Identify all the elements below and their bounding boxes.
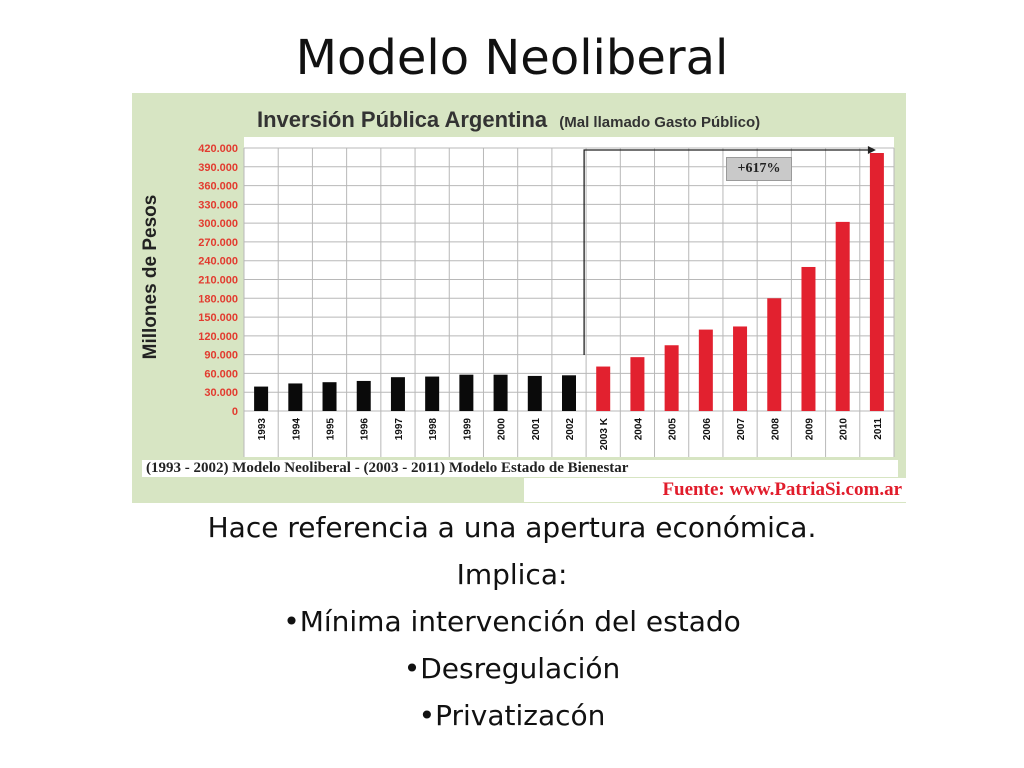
y-tick-label: 360.000 bbox=[198, 181, 238, 193]
bar bbox=[527, 375, 542, 411]
body-line-implica: Implica: bbox=[456, 558, 568, 591]
bar bbox=[801, 266, 816, 411]
body-line-intro: Hace referencia a una apertura económica… bbox=[207, 511, 817, 544]
x-tick-label: 2009 bbox=[804, 418, 815, 441]
y-tick-label: 30.000 bbox=[204, 387, 238, 399]
bar bbox=[835, 221, 850, 411]
slide-title: Modelo Neoliberal bbox=[295, 30, 729, 86]
bar bbox=[390, 377, 405, 411]
x-tick-label: 2008 bbox=[770, 418, 781, 441]
chart-source: Fuente: www.PatriaSi.com.ar bbox=[524, 478, 906, 502]
bullet-desregulacion: •Desregulación bbox=[403, 652, 621, 685]
y-tick-label: 210.000 bbox=[198, 275, 238, 287]
chart-title: Inversión Pública Argentina (Mal llamado… bbox=[257, 107, 760, 133]
x-tick-label: 1999 bbox=[462, 418, 473, 441]
y-tick-label: 270.000 bbox=[198, 237, 238, 249]
y-tick-label: 240.000 bbox=[198, 256, 238, 268]
y-tick-label: 420.000 bbox=[198, 143, 238, 155]
bar bbox=[459, 374, 474, 411]
y-tick-label: 180.000 bbox=[198, 293, 238, 305]
bar bbox=[733, 326, 748, 411]
bar bbox=[767, 298, 782, 411]
y-tick-label: 150.000 bbox=[198, 312, 238, 324]
x-tick-label: 2003 K bbox=[599, 417, 610, 450]
y-tick-label: 0 bbox=[232, 406, 238, 418]
y-tick-label: 300.000 bbox=[198, 218, 238, 230]
x-tick-label: 1995 bbox=[326, 418, 337, 441]
bar bbox=[425, 376, 440, 411]
bar bbox=[596, 366, 611, 411]
bar bbox=[698, 329, 713, 411]
bar-chart: 0 30.000 60.000 90.000 120.000 150.000 180.000… bbox=[198, 143, 895, 457]
bar bbox=[630, 357, 645, 411]
x-tick-label: 2004 bbox=[633, 418, 644, 441]
slide-body: Hace referencia a una apertura económica… bbox=[0, 504, 1024, 739]
bar bbox=[254, 386, 269, 411]
bar bbox=[869, 153, 884, 411]
bullet-privatizacion: •Privatizacón bbox=[418, 699, 606, 732]
bullet-minima-intervencion: •Mínima intervención del estado bbox=[283, 605, 741, 638]
chart-subtitle: (Mal llamado Gasto Público) bbox=[559, 114, 761, 131]
x-tick-label: 1994 bbox=[291, 418, 302, 441]
x-tick-label: 2007 bbox=[736, 418, 747, 441]
y-tick-label: 330.000 bbox=[198, 199, 238, 211]
y-tick-label: 120.000 bbox=[198, 331, 238, 343]
x-tick-label: 2011 bbox=[873, 418, 884, 440]
y-tick-label: 60.000 bbox=[204, 368, 238, 380]
x-tick-label: 2002 bbox=[565, 418, 576, 441]
growth-arrow-head bbox=[867, 146, 876, 154]
growth-arrow-line bbox=[583, 149, 869, 355]
chart-title-text: Inversión Pública Argentina bbox=[257, 107, 548, 132]
x-tick-label: 2010 bbox=[839, 418, 850, 441]
bar bbox=[664, 345, 679, 411]
y-tick-label: 90.000 bbox=[204, 350, 238, 362]
chart-panel: Inversión Pública Argentina (Mal llamado… bbox=[132, 93, 906, 503]
x-tick-label: 2001 bbox=[531, 418, 542, 441]
y-tick-label: 390.000 bbox=[198, 162, 238, 174]
x-tick-label: 2000 bbox=[497, 418, 508, 441]
chart-footer: (1993 - 2002) Modelo Neoliberal - (2003 … bbox=[142, 460, 898, 477]
x-tick-label: 1993 bbox=[257, 418, 268, 441]
bar bbox=[322, 382, 337, 411]
growth-annotation: +617% bbox=[726, 157, 792, 181]
bar bbox=[493, 374, 508, 411]
bar bbox=[356, 380, 371, 411]
x-tick-label: 2006 bbox=[702, 418, 713, 441]
x-tick-label: 1997 bbox=[394, 418, 405, 441]
bar bbox=[288, 383, 303, 411]
x-tick-label: 2005 bbox=[668, 418, 679, 441]
x-tick-label: 1996 bbox=[360, 418, 371, 441]
bar bbox=[562, 375, 576, 411]
x-tick-label: 1998 bbox=[428, 418, 439, 441]
